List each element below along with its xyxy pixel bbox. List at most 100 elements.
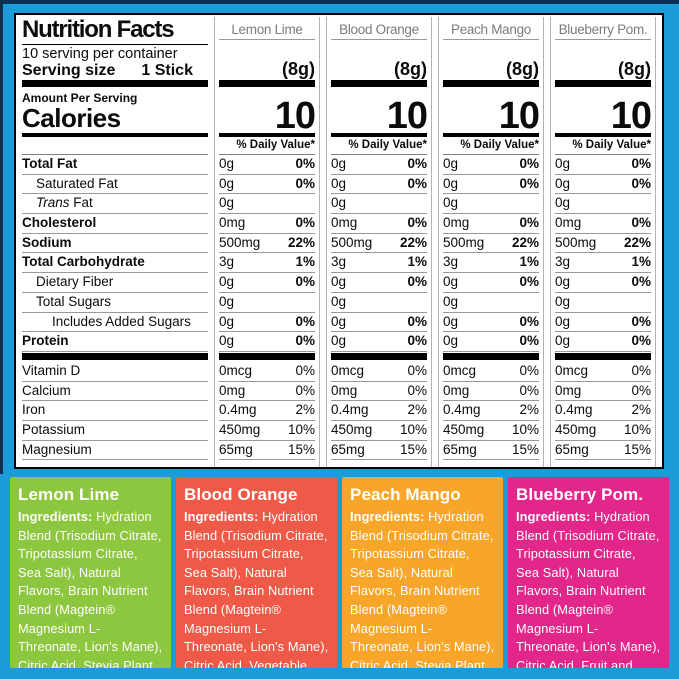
nutrient-labels-column: Nutrition Facts 10 serving per container… (22, 17, 208, 467)
calories-header: Amount Per Serving Calories (22, 87, 208, 133)
nutrient-label-iron: Iron (22, 401, 208, 421)
calories-label: Calories (22, 103, 121, 133)
ingredients-text: Ingredients: Hydration Blend (Trisodium … (18, 509, 163, 668)
daily-value-header: % Daily Value* (572, 139, 651, 151)
daily-value-header: % Daily Value* (236, 139, 315, 151)
flavor-header: Lemon Lime (8g) (219, 17, 315, 80)
nutrient-label-cholesterol: Cholesterol (22, 214, 208, 234)
daily-value: 0% (519, 274, 539, 290)
nutrient-label-total-sugars: Total Sugars (22, 293, 208, 313)
serving-weight: (8g) (506, 59, 539, 79)
value-row-sodium: 500mg 22% (219, 234, 315, 254)
daily-value: 0% (295, 362, 315, 378)
value-row-potassium: 450mg 10% (331, 421, 427, 441)
ingredients-label: Ingredients: (516, 509, 595, 524)
frame-left-edge (0, 0, 3, 474)
nutrition-facts-panel: Nutrition Facts 10 serving per container… (14, 13, 664, 469)
value-row-cholesterol: 0mg 0% (443, 214, 539, 234)
nutrient-label-total-fat: Total Fat (22, 155, 208, 175)
daily-value: 0% (295, 382, 315, 398)
panel-header: Nutrition Facts 10 serving per container… (22, 17, 208, 80)
daily-value: 0% (631, 175, 651, 191)
amount-value: 0g (443, 293, 459, 309)
amount-value: 0.4mg (219, 402, 257, 418)
divider-bar (219, 80, 315, 87)
amount-value: 0mg (555, 382, 582, 398)
daily-value: 0% (631, 382, 651, 398)
daily-value: 10% (399, 421, 427, 437)
nutrient-label-rows: Total Fat Saturated Fat Trans Fat Cholester… (22, 154, 208, 461)
amount-value: 3g (443, 254, 459, 270)
daily-value: 0% (295, 175, 315, 191)
value-row-total-sugars: 0g (555, 293, 651, 313)
divider-bar (443, 133, 539, 137)
divider-bar (331, 133, 427, 137)
ingredients-box-lemon-lime: Lemon Lime Ingredients: Hydration Blend (… (10, 477, 171, 668)
value-row-includes-added-sugars: 0g 0% (219, 313, 315, 333)
nutrient-label-magnesium: Magnesium (22, 441, 208, 461)
amount-value: 0g (555, 195, 571, 211)
amount-value: 0g (331, 313, 347, 329)
calories-block: 10 (555, 87, 652, 137)
divider-bar (22, 80, 208, 87)
serving-weight: (8g) (394, 59, 427, 79)
daily-value: 0% (407, 215, 427, 231)
ingredients-section: Lemon Lime Ingredients: Hydration Blend (… (10, 477, 669, 668)
value-row-magnesium: 65mg 15% (219, 441, 315, 461)
value-row-magnesium: 65mg 15% (555, 441, 651, 461)
daily-value: 15% (399, 441, 427, 457)
daily-value: 2% (631, 402, 651, 418)
value-row-potassium: 450mg 10% (219, 421, 315, 441)
daily-value: 2% (519, 402, 539, 418)
amount-value: 0mg (219, 382, 246, 398)
divider-bar (219, 133, 315, 137)
amount-value: 450mg (331, 421, 373, 437)
amount-value: 0g (331, 274, 347, 290)
daily-value: 0% (407, 156, 427, 171)
daily-value: 15% (511, 441, 539, 457)
flavor-header: Blueberry Pom. (8g) (555, 17, 651, 80)
flavor-name: Blood Orange (339, 22, 419, 37)
calories-value: 10 (610, 95, 652, 137)
amount-value: 0mg (331, 382, 358, 398)
amount-value: 0.4mg (443, 402, 481, 418)
amount-value: 0g (555, 274, 571, 290)
daily-value: 0% (295, 333, 315, 349)
daily-value: 22% (399, 234, 427, 250)
divider-bar (555, 133, 651, 137)
spacer (22, 137, 208, 154)
daily-value: 0% (295, 274, 315, 290)
amount-value: 0g (443, 175, 459, 191)
amount-value: 0mg (331, 215, 358, 231)
daily-value: 0% (519, 175, 539, 191)
amount-value: 3g (219, 254, 235, 270)
flavor-title: Blueberry Pom. (516, 485, 644, 504)
daily-value: 0% (631, 313, 651, 329)
daily-value: 15% (287, 441, 315, 457)
amount-per-serving-label: Amount Per Serving (22, 91, 138, 105)
nutrient-label-total-carbohydrate: Total Carbohydrate (22, 253, 208, 274)
value-row-total-fat: 0g 0% (331, 155, 427, 175)
amount-value: 0g (219, 156, 235, 171)
value-row-saturated-fat: 0g 0% (219, 175, 315, 195)
daily-value: 0% (631, 156, 651, 171)
daily-value: 0% (519, 362, 539, 378)
amount-value: 0g (555, 313, 571, 329)
flavor-title: Blood Orange (184, 485, 298, 504)
value-row-protein: 0g 0% (443, 332, 539, 352)
nutrient-label-sodium: Sodium (22, 234, 208, 254)
amount-value: 0g (443, 313, 459, 329)
value-row-calcium: 0mg 0% (219, 382, 315, 402)
daily-value: 0% (631, 362, 651, 378)
daily-value: 10% (511, 421, 539, 437)
value-row-magnesium: 65mg 15% (443, 441, 539, 461)
amount-value: 0mg (443, 382, 470, 398)
divider (331, 39, 427, 40)
value-row-vitamin-d: 0mcg 0% (219, 362, 315, 382)
divider-bar (22, 133, 208, 137)
value-row-dietary-fiber: 0g 0% (331, 273, 427, 293)
divider-bar (555, 80, 651, 87)
amount-value: 0g (555, 156, 571, 171)
divider (22, 44, 208, 45)
nutrient-label-calcium: Calcium (22, 382, 208, 402)
